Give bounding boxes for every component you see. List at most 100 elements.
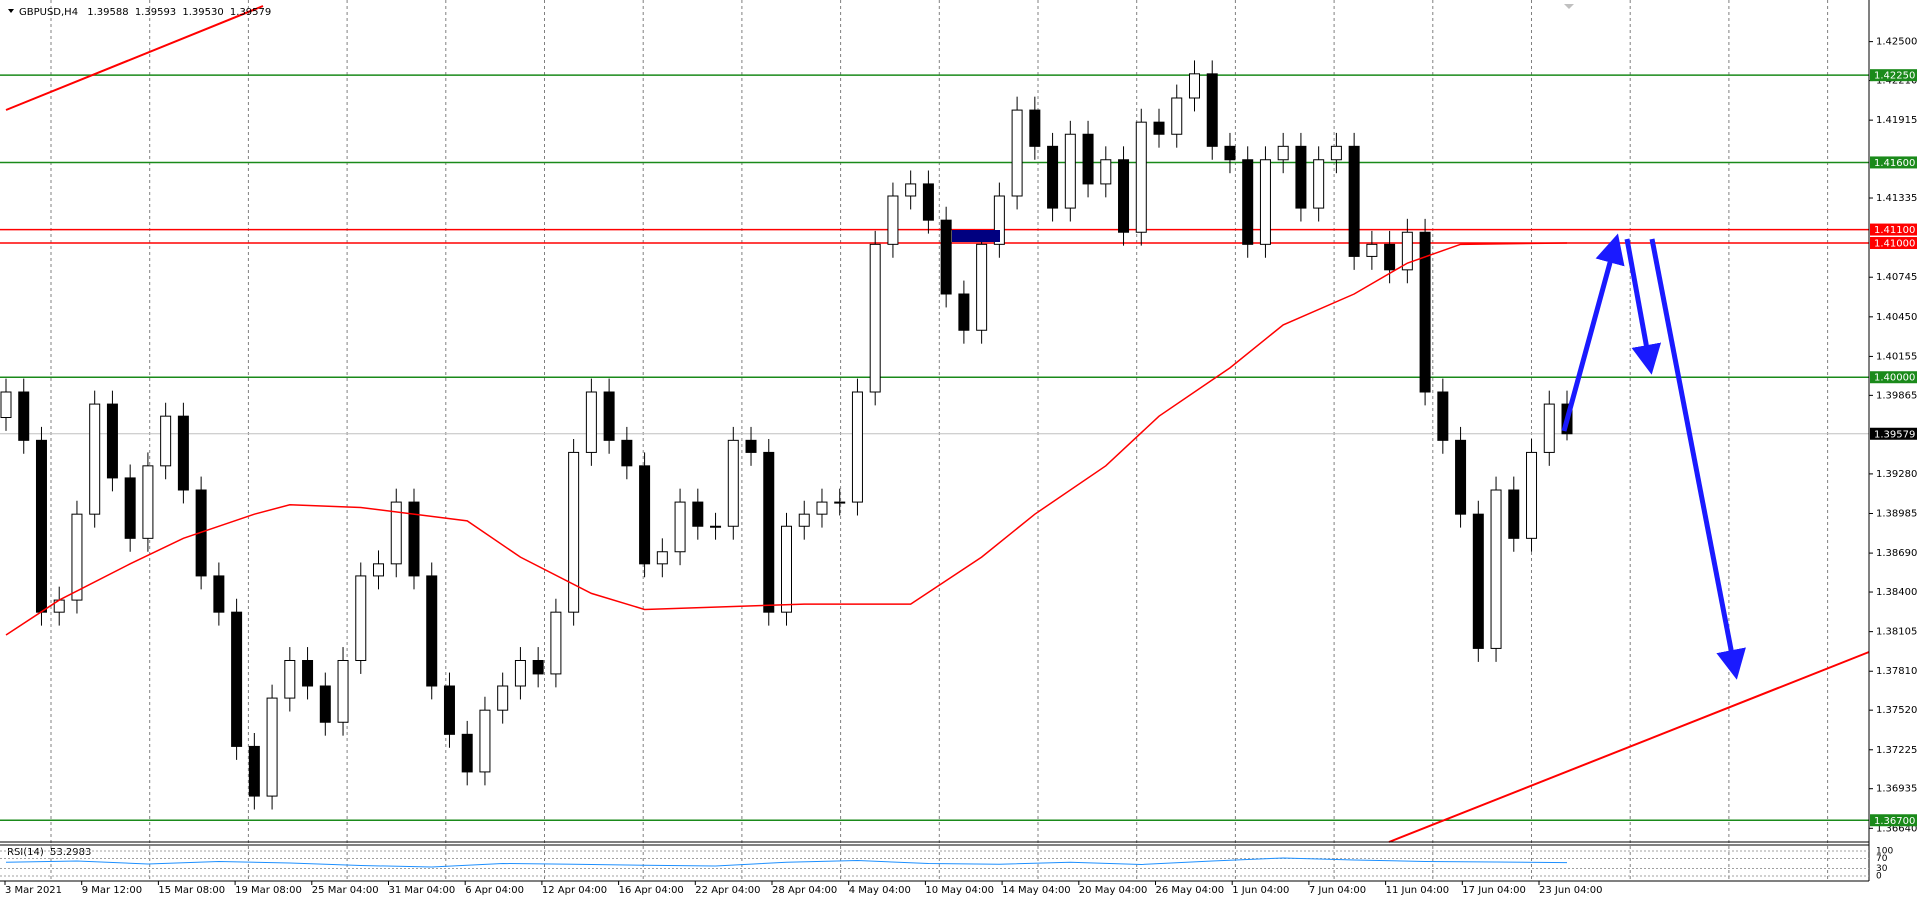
candle-body — [1455, 439, 1467, 515]
candle-body — [461, 733, 473, 773]
level-label-box — [1870, 236, 1917, 249]
candle-body — [0, 391, 12, 419]
x-tick-label: 14 May 04:00 — [1002, 885, 1071, 896]
candle-body — [1029, 109, 1041, 147]
candle-body — [1242, 159, 1254, 245]
level-label-box — [1870, 223, 1917, 236]
y-tick-label: 1.38690 — [1876, 548, 1917, 559]
x-tick-label: 31 Mar 04:00 — [389, 885, 456, 896]
candle-body — [177, 415, 189, 491]
y-tick-label: 1.39865 — [1876, 390, 1917, 401]
candle-body — [585, 391, 597, 453]
level-label: 1.36700 — [1874, 816, 1915, 827]
bar-low: 1.39530 — [182, 7, 223, 18]
y-tick-label: 1.38105 — [1876, 627, 1917, 638]
candle-body — [124, 477, 136, 539]
x-tick-label: 17 Jun 04:00 — [1462, 885, 1526, 896]
candle-body — [71, 513, 83, 601]
x-tick-label: 28 Apr 04:00 — [772, 885, 837, 896]
candle-body — [1295, 145, 1307, 209]
y-tick-label: 1.36935 — [1876, 784, 1917, 795]
candle-body — [763, 451, 775, 613]
x-tick-label: 6 Apr 04:00 — [465, 885, 524, 896]
candle-body — [1490, 489, 1502, 649]
candle-body — [373, 563, 385, 577]
candle-body — [213, 575, 225, 613]
candle-body — [745, 439, 757, 453]
y-tick-label: 1.38985 — [1876, 508, 1917, 519]
moving-average — [5, 242, 1568, 636]
candle-body — [1171, 97, 1183, 135]
candle-body — [1348, 145, 1360, 257]
candle-body — [1259, 159, 1271, 245]
candle-body — [1100, 159, 1112, 185]
x-tick-label: 20 May 04:00 — [1079, 885, 1148, 896]
x-tick-label: 3 Mar 2021 — [5, 885, 62, 896]
zone-box — [952, 230, 1000, 242]
x-tick-label: 19 Mar 08:00 — [235, 885, 302, 896]
candle-body — [1206, 73, 1218, 147]
candle-body — [426, 575, 438, 687]
candle-body — [887, 195, 899, 245]
candle-body — [922, 183, 934, 221]
y-tick-label: 1.37520 — [1876, 705, 1917, 716]
symbol-info: GBPUSD,H4 1.39588 1.39593 1.39530 1.3957… — [19, 7, 271, 18]
rsi-value: 53.2983 — [50, 847, 91, 858]
trend-line — [1388, 651, 1870, 843]
candle-body — [497, 685, 509, 711]
candle-body — [674, 501, 686, 553]
candle-body — [1118, 159, 1130, 233]
candle-body — [639, 465, 651, 565]
x-tick-label: 12 Apr 04:00 — [542, 885, 607, 896]
candle-body — [940, 219, 952, 295]
candle-body — [656, 551, 668, 565]
candle-body — [1437, 391, 1449, 441]
candle-body — [1366, 243, 1378, 257]
x-tick-label: 22 Apr 04:00 — [695, 885, 760, 896]
x-tick-label: 11 Jun 04:00 — [1386, 885, 1450, 896]
candle-body — [319, 685, 331, 723]
candle-body — [266, 697, 278, 797]
candle-body — [514, 659, 526, 687]
candle-body — [284, 659, 296, 699]
candle-body — [355, 575, 367, 661]
trend-line — [5, 5, 264, 111]
y-tick-label: 1.41335 — [1876, 193, 1917, 204]
bar-close: 1.39579 — [230, 7, 271, 18]
candle-body — [976, 243, 988, 331]
candle-body — [18, 391, 30, 441]
candle-body — [1153, 121, 1165, 135]
level-label: 1.41600 — [1874, 158, 1915, 169]
y-tick-label: 1.39280 — [1876, 469, 1917, 480]
forecast-arrow — [1561, 233, 1625, 432]
candle-body — [248, 745, 260, 797]
level-label-box — [1870, 69, 1917, 82]
candle-body — [1526, 451, 1538, 539]
candle-body — [532, 659, 544, 675]
x-tick-label: 26 May 04:00 — [1156, 885, 1225, 896]
candle-body — [692, 501, 704, 527]
plot — [0, 60, 1869, 822]
current-price-label: 1.39579 — [1874, 429, 1915, 440]
level-label: 1.40000 — [1874, 373, 1915, 384]
candle-body — [1082, 133, 1094, 185]
y-tick-label: 1.40745 — [1876, 272, 1917, 283]
rsi-line — [5, 857, 1568, 868]
y-tick-label: 1.36640 — [1876, 823, 1917, 834]
candle-body — [89, 403, 101, 515]
y-tick-label: 1.37810 — [1876, 666, 1917, 677]
y-tick-label: 1.40450 — [1876, 312, 1917, 323]
candle-body — [35, 439, 47, 613]
candle-body — [621, 439, 633, 467]
candle-body — [1384, 243, 1396, 271]
level-label-box — [1870, 156, 1917, 169]
candle-body — [869, 243, 881, 393]
candle-body — [1401, 231, 1413, 271]
menu-icon — [8, 9, 14, 13]
candle-body — [798, 513, 810, 527]
candle-body — [1047, 145, 1059, 209]
candle-body — [479, 709, 491, 773]
candle-body — [1330, 145, 1342, 161]
